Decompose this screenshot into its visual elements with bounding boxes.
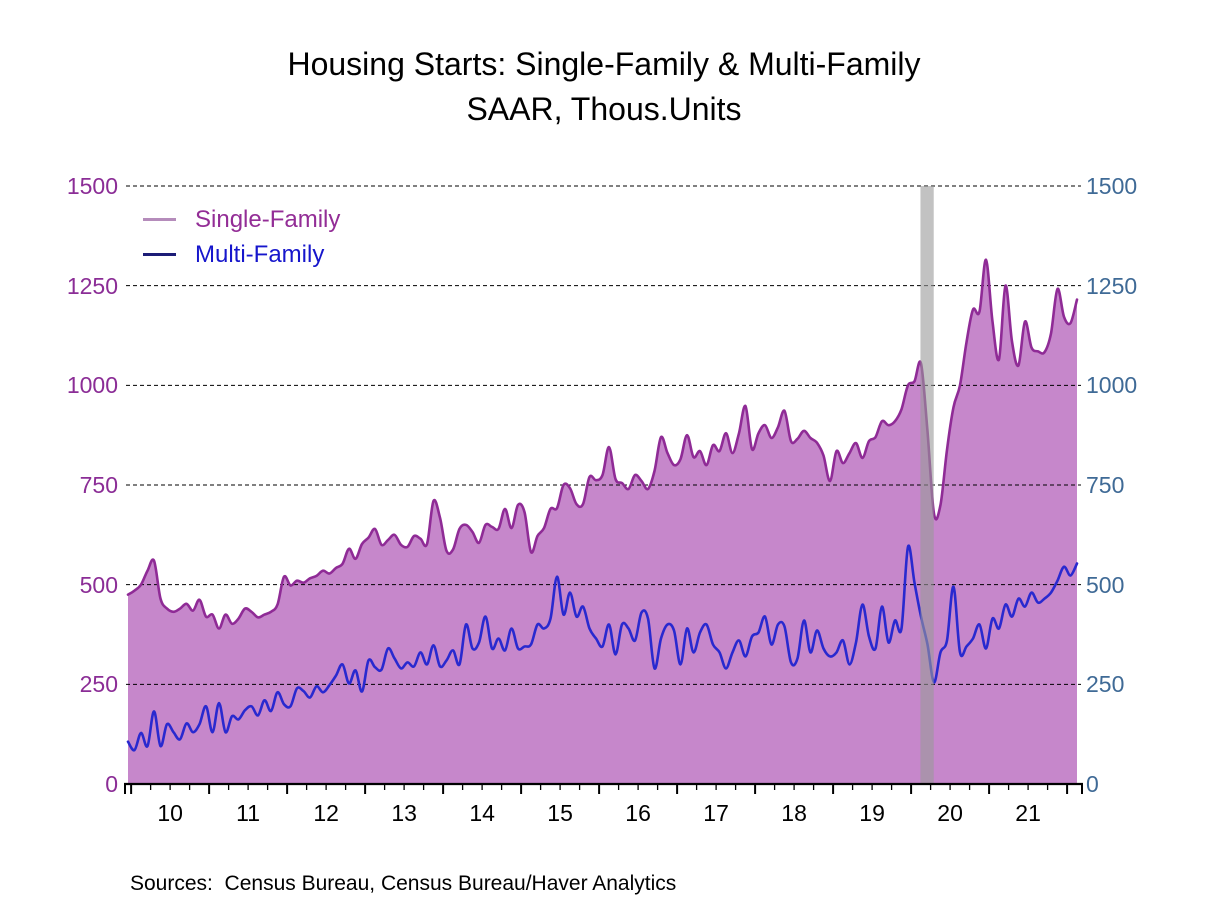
legend-label-single-family: Single-Family (195, 205, 341, 233)
x-axis-label: 21 (1015, 800, 1041, 826)
y-axis-label-left: 1500 (66, 173, 118, 199)
y-axis-label-left: 0 (105, 771, 118, 797)
multi-family-line-swatch (143, 253, 176, 256)
y-axis-label-left: 750 (79, 472, 118, 498)
y-axis-label-right: 250 (1086, 671, 1125, 698)
y-axis-label-left: 500 (79, 571, 118, 598)
recession-band (920, 186, 934, 784)
x-axis-label: 10 (157, 800, 183, 826)
x-axis-label: 17 (703, 800, 729, 826)
multi-family-line (126, 544, 1079, 752)
single-family-area (128, 259, 1077, 784)
legend-label-multi-family: Multi-Family (195, 240, 325, 268)
legend-item-multi-family: Multi-Family (143, 237, 340, 272)
x-axis-label: 15 (547, 800, 573, 826)
y-axis-label-left: 250 (79, 671, 118, 698)
x-axis-label: 12 (313, 800, 339, 826)
x-axis-label: 16 (625, 800, 651, 826)
x-axis-label: 20 (937, 800, 963, 826)
y-axis-label-right: 500 (1086, 571, 1125, 598)
chart-title: Housing Starts: Single-Family & Multi-Fa… (0, 42, 1208, 132)
chart-title-line2: SAAR, Thous.Units (466, 91, 742, 127)
y-axis-label-right: 1250 (1086, 272, 1138, 299)
y-axis-label-left: 1250 (66, 272, 118, 299)
x-axis-label: 11 (236, 800, 261, 826)
x-axis-label: 13 (391, 800, 417, 826)
y-axis-label-right: 0 (1086, 771, 1099, 797)
legend: Single-Family Multi-Family (143, 202, 340, 272)
y-axis-label-left: 1000 (66, 372, 118, 399)
legend-item-single-family: Single-Family (143, 202, 340, 237)
y-axis-label-right: 1500 (1086, 173, 1138, 199)
x-axis-label: 18 (781, 800, 807, 826)
y-axis-label-right: 750 (1086, 472, 1125, 498)
y-axis-label-right: 1000 (1086, 372, 1138, 399)
single-family-line-swatch (143, 218, 176, 221)
x-axis-label: 19 (859, 800, 885, 826)
x-axis-label: 14 (469, 800, 495, 826)
chart-title-line1: Housing Starts: Single-Family & Multi-Fa… (287, 46, 921, 82)
source-note: Sources: Census Bureau, Census Bureau/Ha… (130, 872, 677, 895)
